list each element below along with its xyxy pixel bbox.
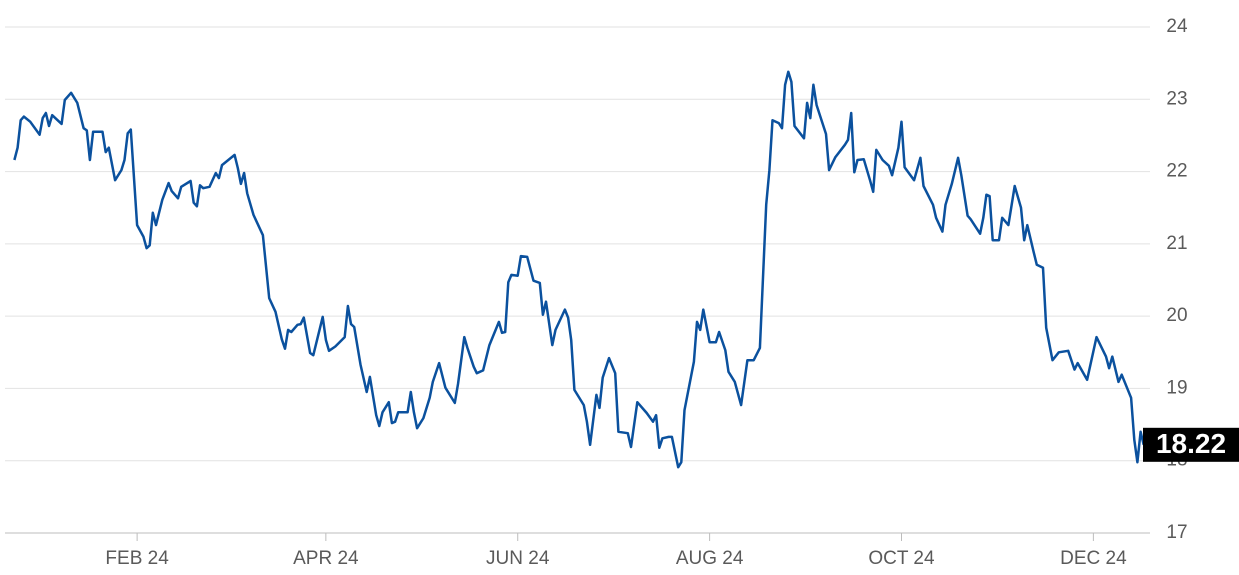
x-tick-label: FEB 24 bbox=[105, 548, 169, 569]
price-line bbox=[13, 70, 1145, 469]
x-tick-label: OCT 24 bbox=[868, 548, 935, 569]
y-tick-label: 24 bbox=[1166, 16, 1188, 37]
y-tick-label: 21 bbox=[1166, 233, 1187, 254]
y-tick-label: 20 bbox=[1166, 305, 1187, 326]
x-tick-label: AUG 24 bbox=[676, 548, 744, 569]
y-tick-label: 22 bbox=[1166, 161, 1187, 182]
last-value-box bbox=[1143, 427, 1239, 462]
x-tick-label: JUN 24 bbox=[486, 548, 550, 569]
last-value-label: 18.22 bbox=[1156, 428, 1226, 459]
y-tick-label: 23 bbox=[1166, 88, 1187, 109]
y-tick-label: 19 bbox=[1166, 377, 1187, 398]
y-tick-label: 17 bbox=[1166, 522, 1187, 543]
x-tick-label: APR 24 bbox=[293, 548, 359, 569]
x-tick-label: DEC 24 bbox=[1060, 548, 1127, 569]
